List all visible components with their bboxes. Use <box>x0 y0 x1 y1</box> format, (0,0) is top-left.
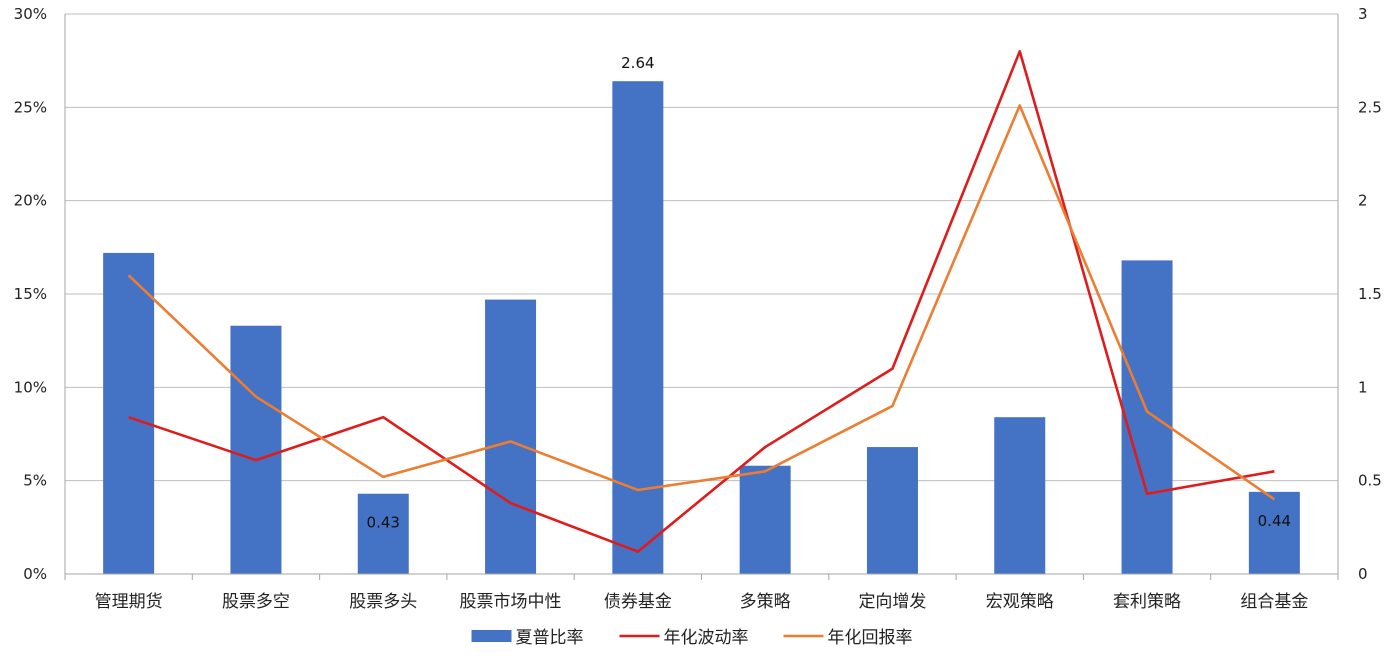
y-right-tick-label: 2.5 <box>1358 98 1382 116</box>
series-line <box>128 50 1275 553</box>
legend: 夏普比率 年化波动率 年化回报率 <box>471 628 913 648</box>
y-left-tick-label: 10% <box>14 378 47 396</box>
y-left-tick-label: 25% <box>14 98 47 116</box>
data-label: 0.44 <box>1258 512 1291 530</box>
x-category-label: 套利策略 <box>1113 592 1181 612</box>
bar <box>739 465 791 574</box>
bar <box>994 417 1046 574</box>
bar <box>1248 491 1300 574</box>
legend-label: 年化波动率 <box>664 628 749 648</box>
x-category-label: 股票多头 <box>349 592 417 612</box>
data-label: 2.64 <box>621 54 654 72</box>
bar <box>485 299 537 574</box>
legend-label: 夏普比率 <box>516 628 584 648</box>
bar <box>1121 260 1173 574</box>
x-category-label: 债券基金 <box>604 592 672 612</box>
y-left-tick-label: 30% <box>14 5 47 23</box>
y-right-tick-label: 1.5 <box>1358 285 1382 303</box>
y-right-tick-label: 1 <box>1358 378 1368 396</box>
bar-series <box>103 81 1300 574</box>
series-line <box>127 104 1276 501</box>
y-right-tick-label: 2 <box>1358 192 1368 210</box>
axes: 0% 5% 10% 15% 20% 25% 30% 0 0.5 1 1.5 2 2.5 3 管理期货 股票多空… <box>14 5 1382 612</box>
x-category-label: 组合基金 <box>1240 592 1308 612</box>
x-category-label: 股票多空 <box>222 592 290 612</box>
data-label: 0.43 <box>367 514 400 532</box>
y-left-tick-label: 20% <box>14 192 47 210</box>
bar <box>357 493 409 574</box>
y-left-tick-label: 5% <box>23 472 47 490</box>
x-category-label: 宏观策略 <box>986 592 1054 612</box>
y-right-tick-label: 0 <box>1358 565 1368 583</box>
bar <box>230 325 282 574</box>
x-category-label: 股票市场中性 <box>460 592 562 612</box>
bar <box>612 81 664 574</box>
legend-label: 年化回报率 <box>828 628 913 648</box>
y-left-tick-label: 15% <box>14 285 47 303</box>
line-series <box>127 50 1276 553</box>
x-category-label: 多策略 <box>740 592 791 612</box>
legend-swatch-bar <box>471 630 512 642</box>
bar <box>866 447 918 574</box>
bar <box>103 252 155 574</box>
x-category-label: 管理期货 <box>95 592 163 612</box>
y-left-tick-label: 0% <box>23 565 47 583</box>
y-right-tick-label: 3 <box>1358 5 1368 23</box>
data-labels: 0.43 2.64 0.44 <box>367 54 1292 532</box>
x-category-label: 定向增发 <box>858 592 926 612</box>
y-right-tick-label: 0.5 <box>1358 472 1382 490</box>
